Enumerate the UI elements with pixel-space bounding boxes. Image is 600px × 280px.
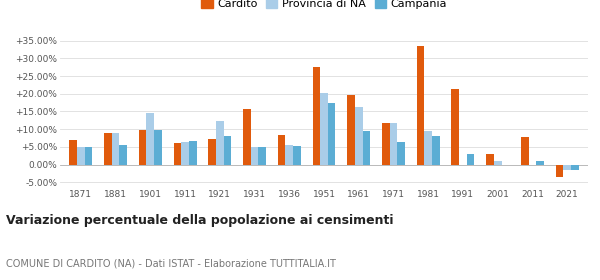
Bar — [146, 113, 154, 165]
Bar — [467, 154, 475, 165]
Bar — [313, 67, 320, 165]
Bar — [417, 46, 424, 165]
Bar — [424, 130, 432, 165]
Bar — [278, 135, 286, 165]
Bar — [77, 147, 85, 165]
Bar — [216, 122, 224, 165]
Bar — [494, 161, 502, 165]
Bar — [224, 136, 231, 165]
Bar — [347, 95, 355, 165]
Bar — [181, 142, 189, 165]
Bar — [139, 130, 146, 165]
Bar — [293, 146, 301, 165]
Bar — [382, 123, 389, 165]
Bar — [486, 154, 494, 165]
Bar — [397, 142, 405, 165]
Bar — [119, 145, 127, 165]
Bar — [451, 89, 459, 165]
Bar — [389, 123, 397, 165]
Bar — [85, 147, 92, 165]
Bar — [70, 140, 77, 165]
Bar — [104, 133, 112, 165]
Bar — [320, 93, 328, 165]
Bar — [112, 134, 119, 165]
Bar — [173, 143, 181, 165]
Bar — [208, 139, 216, 165]
Bar — [521, 137, 529, 165]
Bar — [259, 147, 266, 165]
Bar — [154, 130, 162, 165]
Text: Variazione percentuale della popolazione ai censimenti: Variazione percentuale della popolazione… — [6, 214, 394, 227]
Bar — [286, 146, 293, 165]
Bar — [328, 103, 335, 165]
Bar — [362, 131, 370, 165]
Bar — [432, 136, 440, 165]
Bar — [571, 165, 578, 170]
Bar — [563, 165, 571, 170]
Legend: Cardito, Provincia di NA, Campania: Cardito, Provincia di NA, Campania — [199, 0, 449, 11]
Bar — [556, 165, 563, 177]
Bar — [355, 107, 362, 165]
Bar — [189, 141, 197, 165]
Bar — [243, 109, 251, 165]
Bar — [251, 147, 259, 165]
Bar — [536, 161, 544, 165]
Text: COMUNE DI CARDITO (NA) - Dati ISTAT - Elaborazione TUTTITALIA.IT: COMUNE DI CARDITO (NA) - Dati ISTAT - El… — [6, 258, 336, 268]
